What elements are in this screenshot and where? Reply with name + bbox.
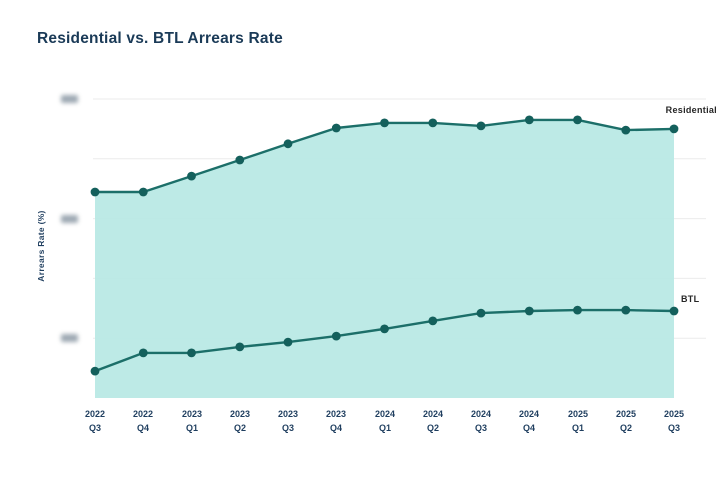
btl-marker [380, 324, 389, 334]
chart-title: Residential vs. BTL Arrears Rate [37, 30, 283, 47]
x-axis-label: 2023 Q4 [325, 409, 347, 433]
btl-marker [621, 305, 631, 315]
x-axis-label: 2024 Q3 [470, 409, 492, 433]
residential-marker [187, 171, 196, 181]
residential-marker [380, 118, 389, 128]
y-tick-label-redacted [61, 215, 78, 223]
residential-marker [573, 115, 582, 125]
residential-marker [235, 155, 245, 165]
x-axis-label: 2022 Q4 [132, 409, 154, 433]
residential-marker [90, 187, 100, 197]
x-axis-label: 2024 Q2 [422, 409, 444, 433]
btl-marker [187, 348, 196, 358]
x-axis-label: 2024 Q1 [374, 409, 396, 433]
btl-marker [90, 366, 100, 376]
y-tick-label-redacted [61, 95, 78, 103]
x-axis-label: 2024 Q4 [518, 409, 540, 433]
btl-marker [573, 305, 582, 315]
residential-marker [621, 125, 631, 135]
x-axis-label: 2025 Q2 [615, 409, 637, 433]
residential-marker [428, 118, 438, 128]
btl-marker [235, 342, 245, 352]
x-axis-label: 2023 Q2 [229, 409, 251, 433]
x-axis-label: 2022 Q3 [84, 409, 106, 433]
residential-marker [669, 124, 679, 134]
x-axis-label: 2023 Q1 [181, 409, 203, 433]
y-tick-label-redacted [61, 334, 78, 342]
residential-marker [283, 139, 293, 149]
residential-marker [524, 115, 534, 125]
btl-marker [138, 348, 148, 358]
btl-marker [428, 316, 438, 326]
btl-marker [669, 306, 679, 316]
x-axis-labels: 2022 Q3 2022 Q4 2023 Q1 2023 Q2 2023 Q3 2023 Q4 2024… [0, 407, 723, 441]
btl-marker [476, 308, 486, 318]
residential-series-label: Residential [665, 105, 717, 115]
x-axis-label: 2023 Q3 [277, 409, 299, 433]
residential-marker [331, 123, 341, 133]
area-fill [95, 119, 674, 399]
residential-marker [476, 121, 486, 131]
btl-series-label: BTL [681, 294, 700, 304]
btl-marker [524, 306, 534, 316]
residential-marker [138, 187, 148, 197]
btl-marker [283, 337, 293, 347]
x-axis-label: 2025 Q1 [567, 409, 589, 433]
x-axis-label: 2025 Q3 [663, 409, 685, 433]
btl-marker [331, 331, 341, 341]
